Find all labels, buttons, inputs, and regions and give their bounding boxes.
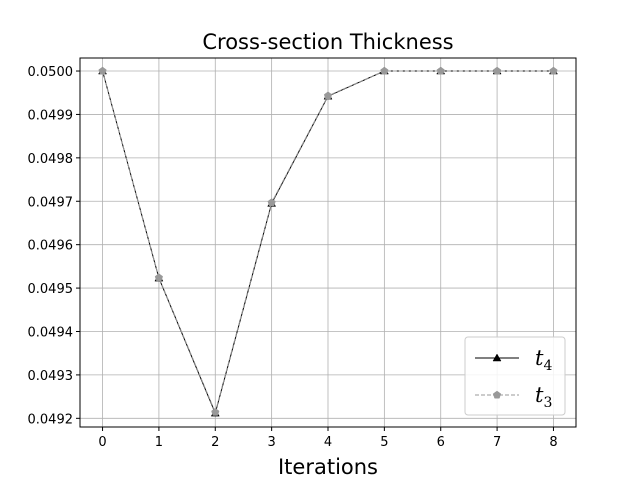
y-tick-label: 0.0495: [28, 282, 74, 297]
data-point-t3: [267, 198, 276, 207]
data-point-t3: [436, 66, 445, 75]
x-tick-label: 5: [380, 435, 388, 450]
legend-label-base: t: [535, 346, 544, 370]
x-axis: 0 1 2 3 4 5 6 7 8: [98, 427, 558, 450]
x-tick-label: 2: [211, 435, 219, 450]
y-tick-label: 0.0492: [28, 412, 74, 427]
y-tick-label: 0.0497: [28, 195, 74, 210]
legend-label-t4: t4: [535, 346, 552, 374]
series-layer: [98, 66, 558, 417]
y-tick-label: 0.0500: [28, 65, 74, 80]
y-tick-label: 0.0499: [28, 108, 74, 123]
data-point-t3: [323, 91, 333, 100]
x-tick-label: 4: [324, 435, 332, 450]
data-point-t3: [154, 273, 164, 282]
legend-label-base: t: [535, 383, 544, 407]
x-tick-label: 8: [549, 435, 557, 450]
y-tick-label: 0.0496: [28, 239, 74, 254]
series-t3: [98, 66, 558, 416]
y-tick-label: 0.0494: [28, 325, 74, 340]
data-point-t3: [549, 66, 558, 75]
x-tick-label: 6: [437, 435, 445, 450]
x-tick-label: 7: [493, 435, 501, 450]
chart-title: Cross-section Thickness: [202, 30, 453, 54]
legend-marker-t3: [492, 390, 502, 399]
x-axis-label: Iterations: [278, 455, 378, 479]
y-tick-label: 0.0493: [28, 369, 74, 384]
y-axis: 0.0492 0.0493 0.0494 0.0495 0.0496 0.0497 0.04…: [28, 65, 80, 427]
legend-label-subscript: 4: [543, 358, 552, 374]
data-point-t3: [211, 407, 220, 416]
data-point-t3: [380, 66, 389, 75]
y-tick-label: 0.0498: [28, 152, 74, 167]
data-point-t3: [492, 66, 502, 75]
x-tick-label: 1: [155, 435, 163, 450]
x-tick-label: 3: [267, 435, 275, 450]
legend-label-t3: t3: [535, 383, 552, 411]
data-point-t3: [98, 66, 107, 75]
x-tick-label: 0: [98, 435, 106, 450]
legend-label-subscript: 3: [543, 395, 552, 411]
legend-marker-t4: [492, 353, 502, 362]
